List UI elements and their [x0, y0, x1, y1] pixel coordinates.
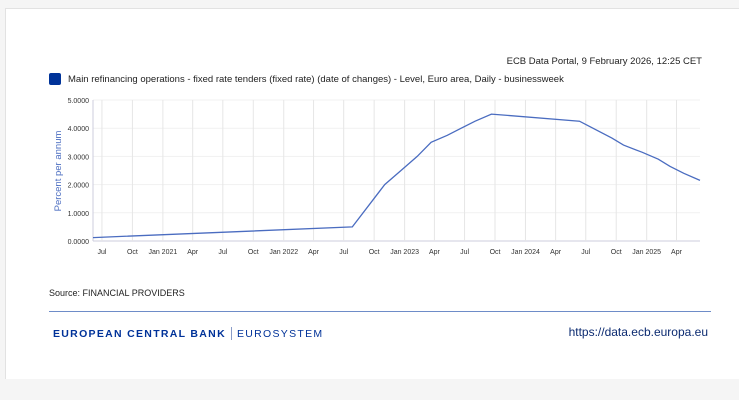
portal-link[interactable]: https://data.ecb.europa.eu — [568, 325, 708, 339]
y-tick-label: 1.0000 — [68, 211, 90, 218]
x-tick-label: Jan 2022 — [269, 249, 298, 256]
x-tick-label: Jul — [97, 249, 106, 256]
ecb-logo: EUROPEAN CENTRAL BANK EUROSYSTEM — [53, 327, 323, 340]
x-tick-label: Apr — [429, 249, 441, 256]
x-tick-label: Jan 2021 — [148, 249, 177, 256]
brand-sub: EUROSYSTEM — [236, 327, 324, 340]
y-tick-label: 5.0000 — [68, 98, 90, 105]
series-line — [92, 113, 701, 239]
y-tick-label: 2.0000 — [68, 183, 90, 190]
y-tick-label: 4.0000 — [68, 126, 90, 133]
x-tick-label: Oct — [127, 249, 138, 256]
x-tick-label: Apr — [550, 249, 562, 256]
grid — [92, 99, 700, 242]
x-tick-label: Jul — [339, 249, 348, 256]
y-axis: 0.0000 1.0000 2.0000 3.0000 4.0000 5.0000 — [68, 98, 90, 246]
x-tick-label: Oct — [611, 249, 622, 256]
x-tick-label: Apr — [308, 249, 320, 256]
x-tick-label: Jan 2023 — [390, 249, 419, 256]
brand-separator — [230, 327, 232, 340]
x-tick-label: Jan 2024 — [511, 249, 540, 256]
footer-divider — [49, 311, 711, 312]
legend-swatch — [49, 73, 61, 85]
series — [92, 113, 701, 239]
x-tick-label: Jan 2025 — [632, 249, 661, 256]
x-tick-label: Apr — [187, 249, 199, 256]
brand-main: EUROPEAN CENTRAL BANK — [53, 327, 226, 340]
timestamp: ECB Data Portal, 9 February 2026, 12:25 … — [506, 56, 702, 67]
x-tick-label: Oct — [490, 249, 501, 256]
x-tick-label: Jul — [581, 249, 590, 256]
y-axis-label: Percent per annum — [53, 131, 64, 212]
x-tick-label: Jul — [218, 249, 227, 256]
y-tick-label: 3.0000 — [68, 154, 90, 161]
x-tick-label: Jul — [460, 249, 469, 256]
legend-label: Main refinancing operations - fixed rate… — [68, 73, 564, 85]
x-axis: Jul Oct Jan 2021 Apr Jul Oct Jan 2022 Apr Jul Oct… — [97, 249, 682, 256]
x-tick-label: Oct — [369, 249, 380, 256]
source-note: Source: FINANCIAL PROVIDERS — [49, 288, 185, 298]
legend-item[interactable]: Main refinancing operations - fixed rate… — [49, 73, 564, 85]
x-tick-label: Apr — [671, 249, 683, 256]
y-tick-label: 0.0000 — [68, 239, 90, 246]
x-tick-label: Oct — [248, 249, 259, 256]
